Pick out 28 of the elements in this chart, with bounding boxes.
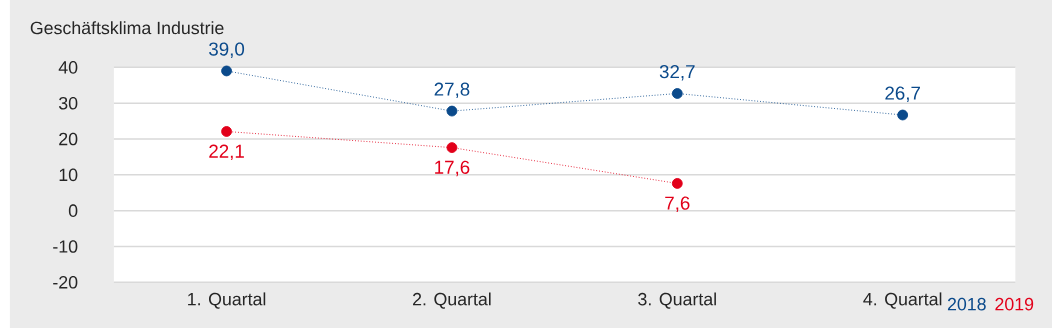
- y-tick-label: 10: [59, 168, 78, 182]
- point: [671, 178, 683, 189]
- y-tick-label: 20: [59, 132, 78, 146]
- text: 2019: [995, 297, 1034, 311]
- y-tick-label: 40: [58, 61, 78, 74]
- point: [897, 109, 909, 121]
- y-tick-label: 30: [58, 96, 78, 110]
- chart-title: Geschäftsklima Industrie: [30, 21, 224, 35]
- data-label: 26,7: [885, 86, 920, 102]
- x-tick-label: 4. Quartal: [863, 292, 942, 309]
- text: 2018: [947, 297, 986, 311]
- y-tick-label: 0: [68, 204, 78, 217]
- point: [446, 105, 458, 117]
- data-label: 7,6: [665, 196, 690, 213]
- x-tick-label: 2. Quartal: [413, 292, 491, 309]
- data-label: 27,8: [434, 82, 470, 99]
- point: [221, 65, 232, 77]
- data-label: 22,1: [209, 144, 244, 161]
- x-tick-label: 1. Quartal: [188, 292, 266, 309]
- data-label: 17,6: [435, 160, 470, 177]
- point: [221, 126, 232, 137]
- y-tick-label: -10: [53, 240, 78, 253]
- data-label: 32,7: [659, 65, 695, 81]
- point: [446, 142, 458, 154]
- point: [671, 88, 683, 99]
- y-tick-label: -20: [53, 276, 78, 289]
- data-label: 39,0: [209, 42, 245, 58]
- x-tick-label: 3. Quartal: [638, 292, 716, 309]
